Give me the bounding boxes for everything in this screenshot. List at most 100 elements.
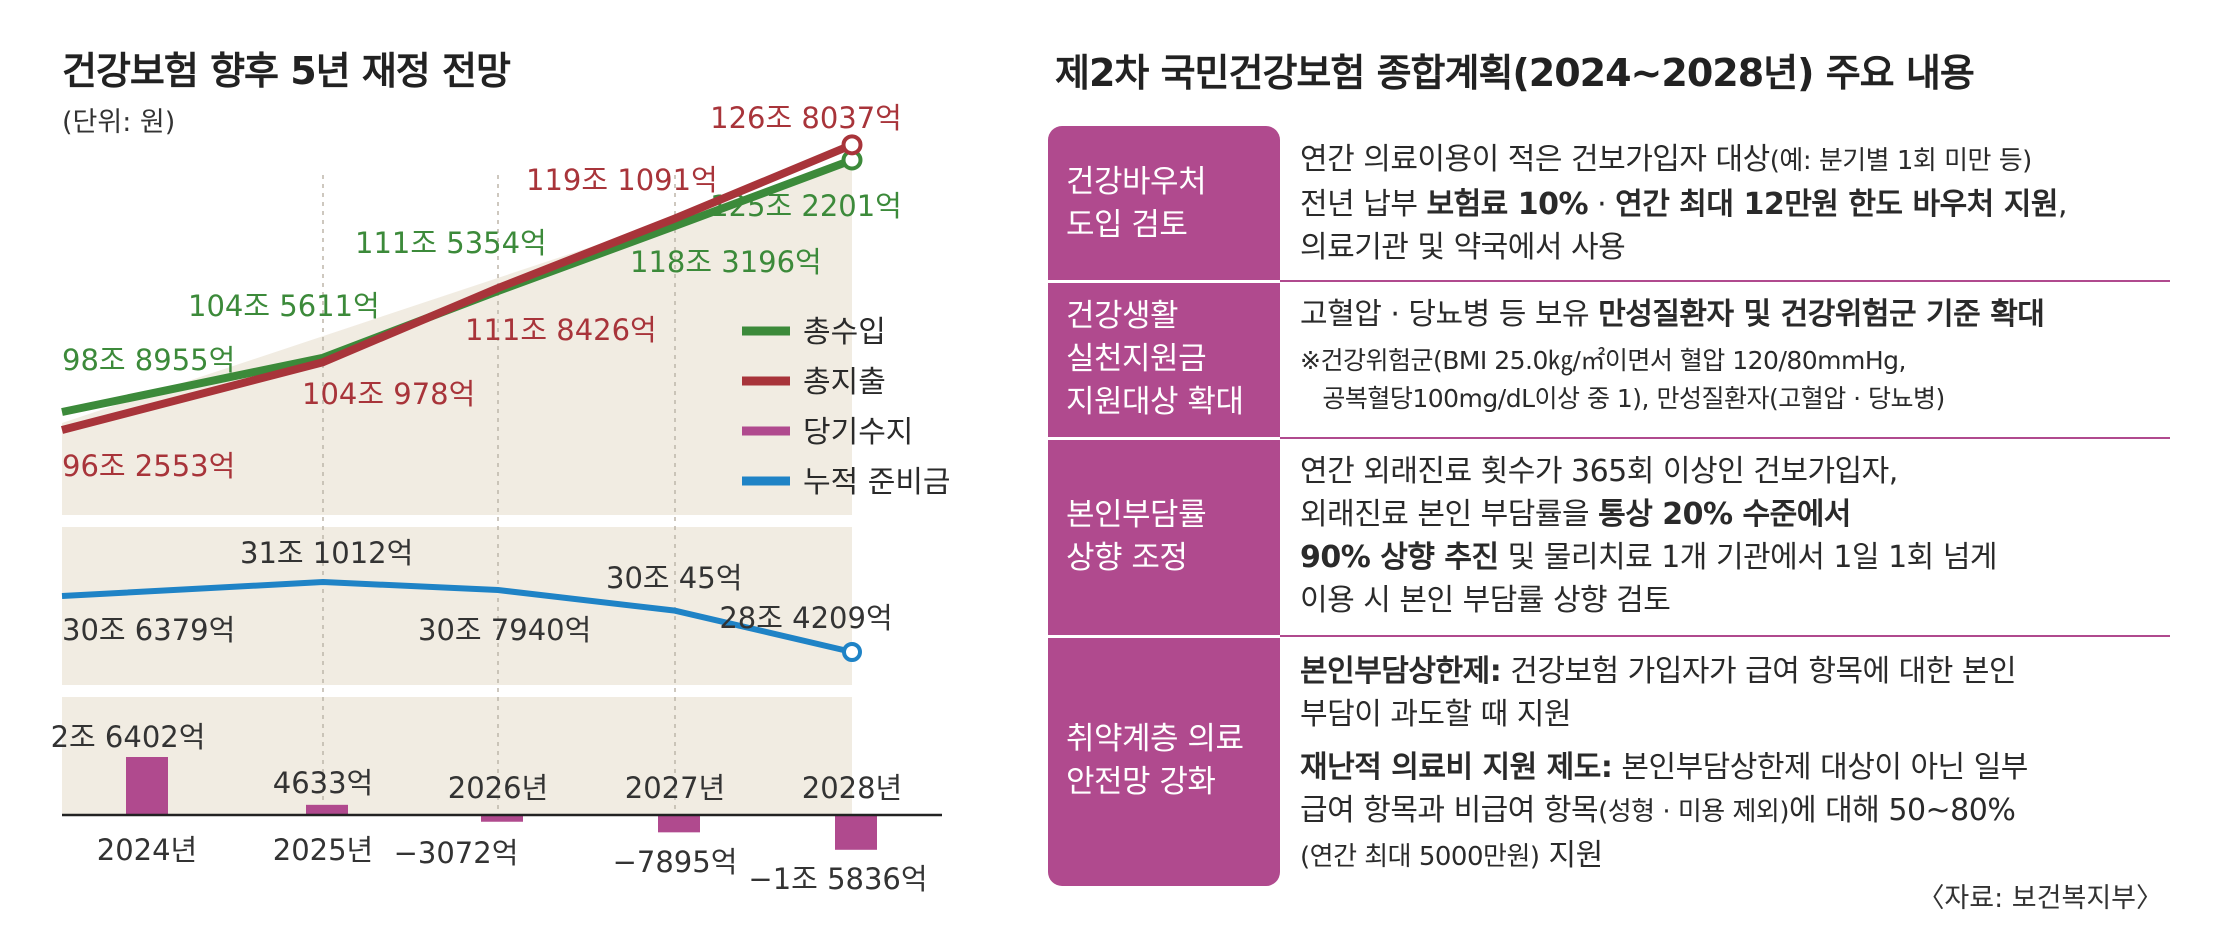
tick-label: 2025년 xyxy=(273,833,373,867)
data-label: 98조 8955억 xyxy=(62,343,235,377)
content-segment: (연간 최대 5000만원) xyxy=(1300,842,1540,872)
row-divider xyxy=(1280,280,2170,282)
content-segment: 본인부담상한제 대상이 아닌 일부 xyxy=(1612,750,2028,785)
content-segment: · xyxy=(1588,187,1616,222)
content-line: 이용 시 본인 부담률 상향 검토 xyxy=(1300,579,2170,622)
content-line: 90% 상향 추진 및 물리치료 1개 기관에서 1일 1회 넘게 xyxy=(1300,536,2170,579)
series-endpoint-reserve xyxy=(842,642,862,662)
content-segment: 이용 시 본인 부담률 상향 검토 xyxy=(1300,583,1671,618)
fiscal-outlook-chart: 건강보험 향후 5년 재정 전망 (단위: 원) 98조 8955억 104조 5… xyxy=(51,49,951,896)
data-label: 31조 1012억 xyxy=(240,536,413,570)
row-label-line: 안전망 강화 xyxy=(1066,764,1216,800)
content-line: 본인부담상한제: 건강보험 가입자가 급여 항목에 대한 본인 xyxy=(1300,650,2170,693)
content-line: 외래진료 본인 부담률을 통상 20% 수준에서 xyxy=(1300,493,2170,536)
data-label: 28조 4209억 xyxy=(719,601,892,635)
data-label: 104조 978억 xyxy=(302,377,475,411)
content-line: 전년 납부 보험료 10% · 연간 최대 12만원 한도 바우처 지원, xyxy=(1300,183,2170,226)
content-segment: 부담이 과도할 때 지원 xyxy=(1300,697,1572,732)
tick-label: 2024년 xyxy=(97,833,197,867)
data-label: 30조 6379억 xyxy=(62,613,235,647)
chart-unit: (단위: 원) xyxy=(62,107,175,138)
content-line: 재난적 의료비 지원 제도: 본인부담상한제 대상이 아닌 일부 xyxy=(1300,746,2170,789)
data-label: 119조 1091억 xyxy=(526,163,718,197)
row-divider xyxy=(1280,437,2170,439)
balance-bar xyxy=(126,757,168,815)
content-segment: 연간 외래진료 횟수가 365회 이상인 건보가입자, xyxy=(1300,454,1898,489)
row-label-line: 상향 조정 xyxy=(1066,540,1188,576)
content-segment: 고혈압 · 당뇨병 등 보유 xyxy=(1300,297,1599,332)
balance-bar xyxy=(481,815,523,822)
content-segment: 만성질환자 및 건강위험군 기준 확대 xyxy=(1598,297,2045,332)
content-segment: (성형 · 미용 제외) xyxy=(1598,797,1789,827)
balance-bar xyxy=(658,815,700,833)
content-line: (연간 최대 5000만원) 지원 xyxy=(1300,834,2170,879)
content-segment: 통상 20% 수준에서 xyxy=(1598,497,1851,532)
legend-label: 누적 준비금 xyxy=(803,465,951,500)
row-label-line: 도입 검토 xyxy=(1066,206,1188,243)
data-label: 2조 6402억 xyxy=(51,720,206,754)
chart-title: 건강보험 향후 5년 재정 전망 xyxy=(62,49,511,93)
legend-label: 총지출 xyxy=(803,365,886,400)
content-segment: 급여 항목과 비급여 항목 xyxy=(1300,793,1599,828)
bottom-panel-background xyxy=(62,697,852,815)
data-label: 30조 45억 xyxy=(606,561,742,595)
content-segment: 건강보험 가입자가 급여 항목에 대한 본인 xyxy=(1501,654,2017,689)
row-divider xyxy=(1048,280,1280,283)
plan-row-label: 건강생활 실천지원금 지원대상 확대 xyxy=(1048,281,1280,438)
row-label-line: 실천지원금 xyxy=(1066,341,1207,377)
balance-bar xyxy=(306,804,348,815)
content-segment: 전년 납부 xyxy=(1300,187,1427,222)
content-line: 의료기관 및 약국에서 사용 xyxy=(1300,226,2170,269)
data-label: 104조 5611억 xyxy=(188,289,380,323)
tick-label: 2027년 xyxy=(625,771,725,805)
data-label: 96조 2553억 xyxy=(62,449,235,483)
data-label: −7895억 xyxy=(613,845,738,879)
content-segment: 지원 xyxy=(1539,838,1604,873)
middle-panel-background xyxy=(62,527,852,685)
row-label-line: 지원대상 확대 xyxy=(1066,384,1244,420)
source-note: 〈자료: 보건복지부〉 xyxy=(1917,883,2163,914)
row-divider xyxy=(1048,635,1280,638)
content-segment: 연간 최대 12만원 한도 바우처 지원 xyxy=(1615,187,2058,222)
content-segment: 및 물리치료 1개 기관에서 1일 1회 넘게 xyxy=(1498,540,1998,575)
content-line: 연간 의료이용이 적은 건보가입자 대상(예: 분기별 1회 미만 등) xyxy=(1300,138,2170,183)
data-label: 111조 5354억 xyxy=(355,226,547,260)
content-line: 고혈압 · 당뇨병 등 보유 만성질환자 및 건강위험군 기준 확대 xyxy=(1300,293,2170,336)
content-segment: (예: 분기별 1회 미만 등) xyxy=(1769,146,2033,176)
data-label: 30조 7940억 xyxy=(418,613,591,647)
legend-label: 당기수지 xyxy=(803,415,913,450)
series-endpoint-expenditure xyxy=(841,134,863,156)
footnote-line: 공복혈당100mg/dL이상 중 1), 만성질환자(고혈압 · 당뇨병) xyxy=(1300,384,1945,413)
data-label: 126조 8037억 xyxy=(710,101,902,135)
footnote-line: ※건강위험군(BMI 25.0㎏/㎡이면서 혈압 120/80mmHg, xyxy=(1300,346,1907,375)
legend-label: 총수입 xyxy=(803,315,886,350)
content-segment: 재난적 의료비 지원 제도: xyxy=(1300,750,1613,785)
plan-row-content: 고혈압 · 당뇨병 등 보유 만성질환자 및 건강위험군 기준 확대 ※건강위험군… xyxy=(1300,293,2170,418)
plan-row-content: 연간 의료이용이 적은 건보가입자 대상(예: 분기별 1회 미만 등) 전년 납… xyxy=(1300,138,2170,269)
plan-label-column xyxy=(1048,126,1280,886)
data-label: 111조 8426억 xyxy=(465,313,657,347)
row-label-line: 건강바우처 xyxy=(1066,163,1207,200)
row-divider xyxy=(1280,635,2170,637)
plan-title: 제2차 국민건강보험 종합계획(2024~2028년) 주요 내용 xyxy=(1055,51,1975,95)
tick-label: 2028년 xyxy=(802,771,902,805)
content-segment: 연간 의료이용이 적은 건보가입자 대상 xyxy=(1300,142,1770,177)
data-label: 4633억 xyxy=(273,766,373,800)
content-segment: 보험료 10% xyxy=(1426,187,1589,222)
plan-row-content: 연간 외래진료 횟수가 365회 이상인 건보가입자, 외래진료 본인 부담률을 … xyxy=(1300,450,2170,622)
content-segment: 외래진료 본인 부담률을 xyxy=(1300,497,1599,532)
content-line: 급여 항목과 비급여 항목(성형 · 미용 제외)에 대해 50~80% xyxy=(1300,789,2170,834)
series-line-expenditure xyxy=(60,141,854,434)
data-label: −1조 5836억 xyxy=(748,862,927,896)
content-segment: , xyxy=(2057,187,2068,222)
top-panel-background xyxy=(62,160,852,515)
series-line-reserve xyxy=(61,579,853,655)
content-segment: 90% 상향 추진 xyxy=(1300,540,1499,575)
tick-label: 2026년 xyxy=(448,771,548,805)
content-line: 연간 외래진료 횟수가 365회 이상인 건보가입자, xyxy=(1300,450,2170,493)
row-label-line: 본인부담률 xyxy=(1066,497,1207,533)
row-label-line: 취약계층 의료 xyxy=(1066,721,1244,757)
